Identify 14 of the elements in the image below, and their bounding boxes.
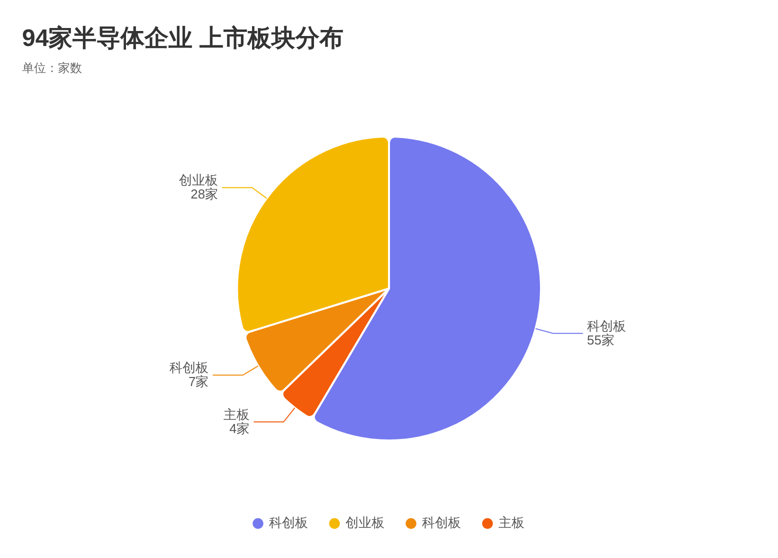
slice-label: 科创板	[586, 318, 626, 334]
data-label: 4家	[229, 420, 250, 436]
chart-title: 94家半导体企业 上市板块分布	[22, 24, 344, 54]
legend-label: 科创板	[269, 515, 308, 530]
legend-label: 创业板	[346, 515, 384, 530]
data-label: 7家	[188, 374, 209, 390]
slice-label: 科创板	[170, 360, 209, 376]
legend-label: 主板	[498, 515, 524, 530]
legend-label: 科创板	[422, 515, 461, 530]
text: 单位：家数	[22, 60, 82, 77]
slice-label: 创业板	[179, 172, 218, 188]
data-label: 55家	[586, 332, 614, 348]
data-label: 28家	[190, 186, 218, 202]
slice-label: 主板	[224, 406, 250, 422]
